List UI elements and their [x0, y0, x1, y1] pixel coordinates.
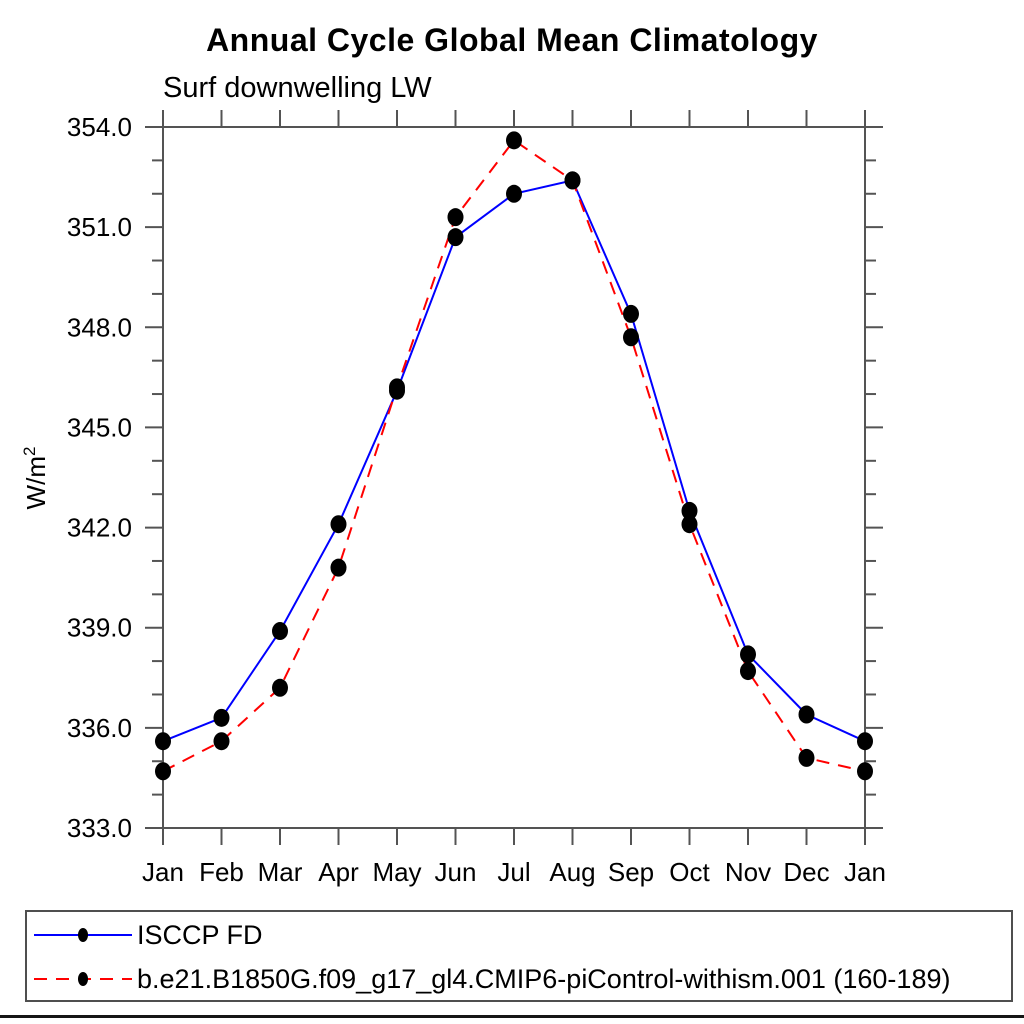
y-tick-label: 345.0: [67, 412, 132, 442]
y-tick-label: 333.0: [67, 813, 132, 843]
data-point: [213, 708, 230, 727]
data-point: [857, 732, 873, 751]
x-tick-label: Jul: [497, 857, 530, 887]
data-point: [447, 228, 464, 247]
y-tick-label: 339.0: [67, 613, 132, 643]
data-point: [506, 184, 522, 203]
data-point: [506, 131, 522, 150]
data-point: [681, 515, 698, 534]
data-point: [857, 762, 873, 781]
plot-frame: [162, 126, 866, 829]
y-tick-label: 336.0: [67, 713, 132, 743]
x-tick-label: Apr: [318, 857, 359, 887]
data-point: [798, 705, 815, 724]
y-tick-label: 351.0: [67, 212, 132, 242]
legend-box: ISCCP FD b.e21.B1850G.f09_g17_gl4.CMIP6-p…: [25, 910, 1013, 1002]
x-tick-label: May: [372, 857, 421, 887]
data-point: [447, 208, 464, 227]
data-point: [681, 501, 698, 520]
legend-marker-dot: [78, 972, 88, 986]
x-tick-label: Feb: [199, 857, 244, 887]
legend-label: ISCCP FD: [137, 919, 263, 950]
series-line-1: [162, 138, 866, 773]
data-point: [740, 662, 756, 681]
x-tick-label: Jan: [142, 857, 184, 887]
data-point: [564, 171, 581, 190]
chart-subtitle: Surf downwelling LW: [163, 72, 432, 104]
legend-line-sample: [34, 928, 132, 942]
x-tick-label: Mar: [258, 857, 303, 887]
x-tick-label: Dec: [783, 857, 829, 887]
x-tick-label: Aug: [549, 857, 595, 887]
data-point: [155, 732, 171, 751]
x-tick-label: Jun: [435, 857, 477, 887]
x-tick-label: Jan: [844, 857, 886, 887]
data-point: [623, 304, 639, 323]
data-point: [272, 622, 288, 641]
y-tick-label: 342.0: [67, 513, 132, 543]
y-tick-label: 354.0: [67, 112, 132, 142]
data-point: [740, 645, 756, 664]
footer-divider: [0, 1015, 1024, 1018]
chart-title: Annual Cycle Global Mean Climatology: [206, 22, 818, 58]
data-point: [389, 378, 405, 397]
data-point: [272, 678, 288, 697]
data-point: [155, 762, 171, 781]
x-tick-label: Nov: [725, 857, 771, 887]
data-point: [798, 748, 815, 767]
legend-item-0: ISCCP FD: [27, 913, 1011, 957]
data-point: [623, 328, 639, 347]
legend-label: b.e21.B1850G.f09_g17_gl4.CMIP6-piControl…: [137, 963, 951, 994]
data-point: [330, 515, 347, 534]
series-line-0: [162, 179, 866, 743]
data-point: [213, 732, 230, 751]
x-tick-label: Oct: [669, 857, 710, 887]
legend-marker-dot: [78, 928, 88, 942]
x-tick-label: Sep: [608, 857, 654, 887]
data-point: [330, 558, 347, 577]
legend-line-sample: [34, 972, 132, 986]
y-tick-label: 348.0: [67, 312, 132, 342]
legend-item-1: b.e21.B1850G.f09_g17_gl4.CMIP6-piControl…: [27, 957, 1011, 1001]
